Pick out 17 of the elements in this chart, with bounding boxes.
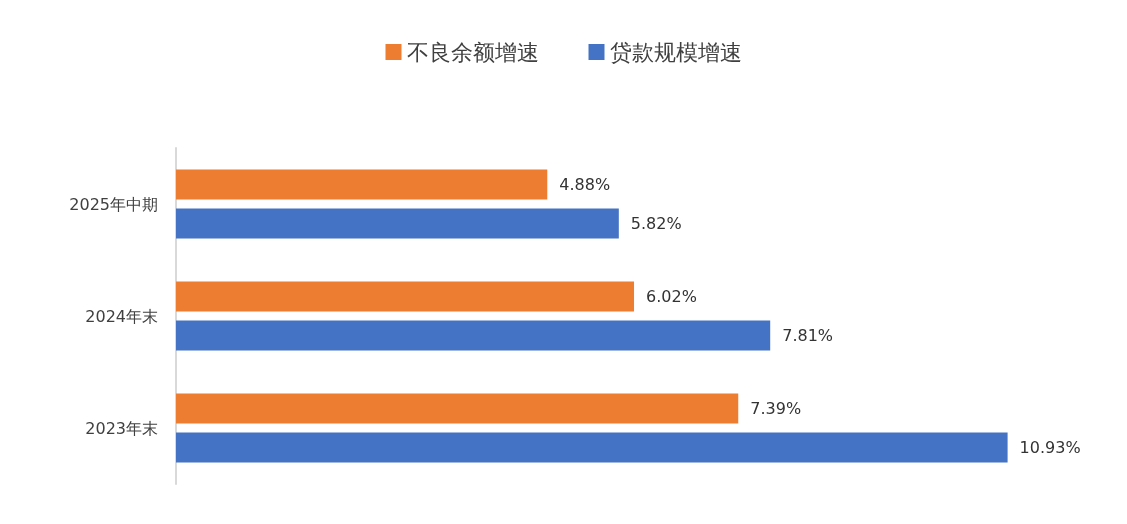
bar bbox=[176, 281, 635, 312]
data-label: 7.39% bbox=[750, 399, 802, 418]
bar bbox=[176, 393, 739, 424]
y-tick-label: 2024年末 bbox=[85, 306, 158, 326]
data-label: 5.82% bbox=[630, 214, 682, 233]
data-label: 4.88% bbox=[559, 175, 611, 194]
bar bbox=[176, 432, 1008, 463]
bar bbox=[176, 208, 619, 239]
legend-label: 贷款规模增速 bbox=[609, 39, 742, 65]
legend-label: 不良余额增速 bbox=[406, 39, 539, 65]
data-label: 10.93% bbox=[1019, 438, 1081, 457]
y-tick-label: 2023年末 bbox=[85, 418, 158, 438]
bar bbox=[176, 169, 548, 200]
data-label: 7.81% bbox=[782, 326, 834, 345]
data-label: 6.02% bbox=[646, 287, 697, 306]
bar bbox=[176, 320, 771, 351]
y-tick-label: 2025年中期 bbox=[69, 194, 158, 214]
